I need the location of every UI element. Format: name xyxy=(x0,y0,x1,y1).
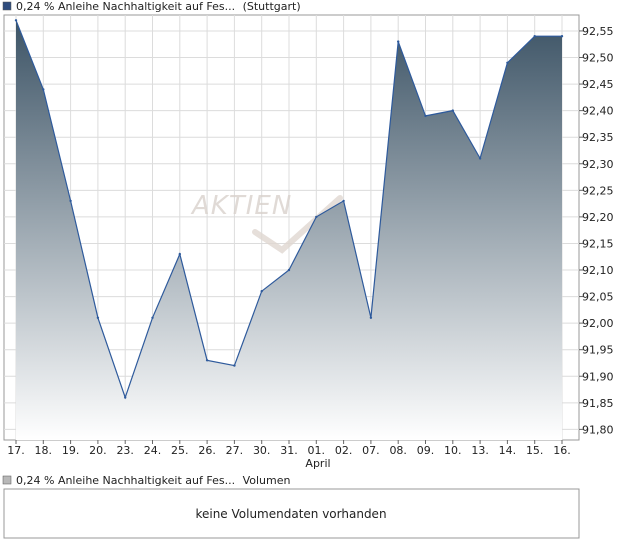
volume-empty-message: keine Volumendaten vorhanden xyxy=(195,507,386,521)
x-tick-label: 13. xyxy=(471,444,489,457)
price-point xyxy=(478,157,482,160)
y-tick-label: 91,90 xyxy=(582,370,614,383)
price-legend-swatch xyxy=(2,1,12,11)
x-tick-label: 15. xyxy=(526,444,544,457)
price-point xyxy=(397,40,400,43)
y-tick-label: 92,30 xyxy=(582,158,614,171)
price-point xyxy=(151,316,154,319)
y-tick-label: 91,85 xyxy=(582,397,614,410)
price-point xyxy=(69,199,72,203)
price-point xyxy=(287,268,291,272)
x-tick-label: 09. xyxy=(417,444,435,457)
price-point xyxy=(560,35,564,38)
x-tick-label: 26. xyxy=(198,444,216,457)
price-point xyxy=(260,290,263,293)
x-tick-label: 25. xyxy=(171,444,189,457)
x-tick-label: 14. xyxy=(499,444,517,457)
watermark-text: AKTIEN xyxy=(190,191,292,221)
price-point xyxy=(178,252,181,256)
y-tick-label: 92,05 xyxy=(582,291,614,304)
y-tick-label: 92,25 xyxy=(582,184,614,197)
x-tick-label: 24. xyxy=(144,444,162,457)
price-point xyxy=(14,19,18,22)
x-tick-label: 08. xyxy=(389,444,407,457)
y-tick-label: 92,15 xyxy=(582,237,614,250)
y-tick-label: 92,40 xyxy=(582,105,614,118)
volume-legend-series: 0,24 % Anleihe Nachhaltigkeit auf Fes... xyxy=(16,474,235,487)
price-point xyxy=(42,88,45,91)
y-tick-label: 92,50 xyxy=(582,52,614,65)
price-legend-exchange: (Stuttgart) xyxy=(243,0,301,13)
x-tick-label: 01. xyxy=(308,444,326,457)
x-tick-label: 23. xyxy=(116,444,134,457)
month-label: April xyxy=(305,457,330,470)
x-tick-label: 10. xyxy=(444,444,462,457)
x-tick-label: 17. xyxy=(7,444,25,457)
price-point xyxy=(124,396,127,399)
volume-panel xyxy=(3,488,580,539)
x-tick-label: 16. xyxy=(553,444,571,457)
y-tick-label: 91,80 xyxy=(582,423,614,436)
y-tick-label: 91,95 xyxy=(582,344,614,357)
price-point xyxy=(451,109,454,112)
y-tick-label: 92,10 xyxy=(582,264,614,277)
price-point xyxy=(533,35,536,38)
x-tick-label: 20. xyxy=(89,444,107,457)
y-tick-label: 92,20 xyxy=(582,211,614,224)
y-tick-label: 92,35 xyxy=(582,131,614,144)
x-tick-label: 18. xyxy=(35,444,53,457)
price-point xyxy=(205,359,209,362)
volume-legend-swatch xyxy=(2,475,12,485)
volume-legend-suffix: Volumen xyxy=(243,474,291,487)
price-point xyxy=(233,364,236,367)
price-legend-series: 0,24 % Anleihe Nachhaltigkeit auf Fes... xyxy=(16,0,235,13)
y-tick-label: 92,00 xyxy=(582,317,614,330)
price-point xyxy=(342,199,345,203)
x-tick-label: 02. xyxy=(335,444,353,457)
price-legend-label: 0,24 % Anleihe Nachhaltigkeit auf Fes...… xyxy=(16,0,301,13)
x-tick-label: 07. xyxy=(362,444,380,457)
x-tick-label: 27. xyxy=(226,444,244,457)
y-axis: 92,55 92,50 92,45 92,40 92,35 92,30 92,25 92,20… xyxy=(579,25,614,436)
y-tick-label: 92,45 xyxy=(582,78,614,91)
price-point xyxy=(506,61,509,64)
x-tick-label: 31. xyxy=(280,444,298,457)
price-point xyxy=(424,114,427,118)
price-area-fill xyxy=(16,20,562,441)
price-point xyxy=(369,316,373,319)
x-tick-label: 30. xyxy=(253,444,271,457)
x-tick-label: 19. xyxy=(62,444,80,457)
price-point xyxy=(315,215,318,219)
y-tick-label: 92,55 xyxy=(582,25,614,38)
volume-legend-label: 0,24 % Anleihe Nachhaltigkeit auf Fes...… xyxy=(16,474,290,487)
price-points xyxy=(14,19,564,399)
price-point xyxy=(96,316,100,319)
x-axis: 17. 18. 19. 20. 23. 24. 25. 26. 27. 30. 31. 01. 02. 0… xyxy=(7,440,571,457)
